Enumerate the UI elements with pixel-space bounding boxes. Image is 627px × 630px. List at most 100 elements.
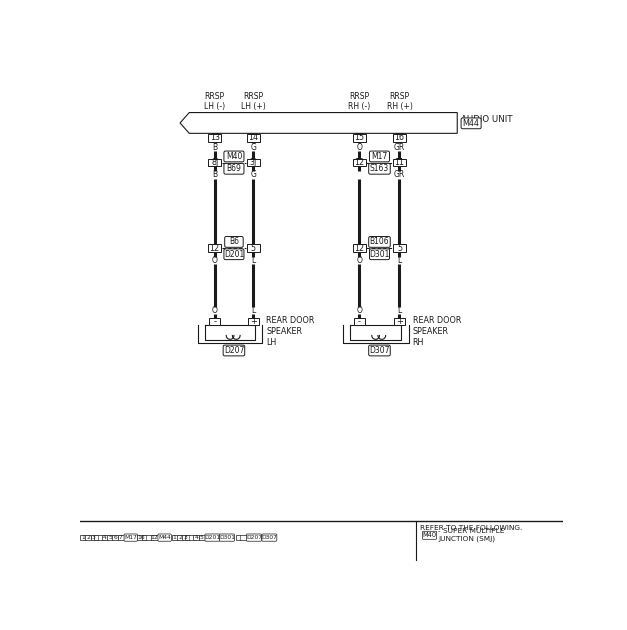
FancyBboxPatch shape: [369, 345, 390, 356]
Text: M40: M40: [226, 152, 242, 161]
Text: G: G: [250, 171, 256, 180]
Text: 1: 1: [172, 535, 177, 540]
Text: M17: M17: [371, 152, 387, 161]
Text: M44: M44: [463, 119, 480, 128]
FancyBboxPatch shape: [208, 159, 221, 166]
FancyBboxPatch shape: [137, 536, 145, 540]
Text: 12: 12: [354, 244, 364, 253]
FancyBboxPatch shape: [199, 536, 204, 540]
Text: L: L: [398, 306, 402, 315]
Text: 5: 5: [199, 535, 204, 540]
Text: GR: GR: [394, 171, 405, 180]
Text: 16: 16: [137, 535, 145, 540]
Text: -: -: [358, 317, 361, 326]
Text: D201: D201: [224, 249, 244, 259]
Text: D207: D207: [224, 346, 244, 355]
FancyBboxPatch shape: [112, 536, 119, 540]
Text: 15: 15: [354, 134, 364, 142]
FancyBboxPatch shape: [353, 159, 366, 166]
FancyBboxPatch shape: [353, 244, 366, 252]
Text: 2: 2: [87, 535, 90, 540]
FancyBboxPatch shape: [354, 318, 365, 325]
FancyBboxPatch shape: [118, 536, 124, 540]
Text: 11: 11: [394, 158, 404, 167]
Text: L: L: [251, 256, 255, 265]
Text: .: .: [261, 533, 264, 542]
Text: REAR DOOR
SPEAKER
LH: REAR DOOR SPEAKER LH: [266, 316, 315, 347]
FancyBboxPatch shape: [208, 134, 221, 142]
FancyBboxPatch shape: [142, 536, 153, 540]
FancyBboxPatch shape: [224, 249, 244, 260]
Text: O: O: [357, 256, 362, 265]
Text: 14: 14: [248, 134, 258, 142]
FancyBboxPatch shape: [224, 151, 244, 162]
Text: RRSP
RH (-): RRSP RH (-): [349, 91, 371, 111]
Text: L: L: [398, 256, 402, 265]
Text: G: G: [250, 143, 256, 152]
Text: D307: D307: [369, 346, 390, 355]
FancyBboxPatch shape: [246, 159, 260, 166]
Text: B6: B6: [229, 238, 239, 246]
Text: B: B: [212, 143, 217, 152]
FancyBboxPatch shape: [182, 536, 189, 540]
FancyBboxPatch shape: [102, 536, 108, 540]
Text: 13: 13: [209, 134, 219, 142]
Text: AUDIO UNIT: AUDIO UNIT: [461, 115, 513, 124]
FancyBboxPatch shape: [172, 536, 177, 540]
Text: M17: M17: [124, 535, 137, 540]
FancyBboxPatch shape: [177, 536, 183, 540]
FancyBboxPatch shape: [393, 244, 406, 252]
Text: GR: GR: [394, 143, 405, 152]
Text: O: O: [357, 306, 362, 315]
Text: 12: 12: [209, 244, 219, 253]
FancyBboxPatch shape: [393, 134, 406, 142]
Text: REFER TO THE FOLLOWING.: REFER TO THE FOLLOWING.: [420, 525, 523, 531]
FancyBboxPatch shape: [246, 134, 260, 142]
Text: L: L: [251, 306, 255, 315]
FancyBboxPatch shape: [394, 318, 405, 325]
Text: D307: D307: [261, 535, 277, 540]
Text: D207: D207: [246, 535, 262, 540]
Text: 6: 6: [113, 535, 117, 540]
Text: +: +: [250, 317, 256, 326]
FancyBboxPatch shape: [224, 236, 243, 248]
FancyBboxPatch shape: [393, 159, 406, 166]
FancyBboxPatch shape: [246, 534, 261, 541]
FancyBboxPatch shape: [80, 536, 86, 540]
Text: 12: 12: [150, 535, 159, 540]
Text: B: B: [212, 171, 217, 180]
Text: D301: D301: [219, 535, 235, 540]
FancyBboxPatch shape: [262, 534, 277, 541]
Text: D301: D301: [369, 249, 389, 259]
Text: 12: 12: [354, 158, 364, 167]
FancyBboxPatch shape: [246, 244, 260, 252]
Text: 5: 5: [108, 535, 112, 540]
Text: S163: S163: [370, 164, 389, 173]
FancyBboxPatch shape: [224, 163, 244, 174]
FancyBboxPatch shape: [461, 118, 481, 129]
Text: 5: 5: [251, 244, 256, 253]
Text: REAR DOOR
SPEAKER
RH: REAR DOOR SPEAKER RH: [413, 316, 461, 347]
Text: RRSP
LH (-): RRSP LH (-): [204, 91, 225, 111]
Text: M44: M44: [158, 535, 171, 540]
Text: D201: D201: [204, 535, 221, 540]
FancyBboxPatch shape: [107, 536, 113, 540]
Text: 1: 1: [81, 535, 85, 540]
Text: O: O: [357, 143, 362, 152]
FancyBboxPatch shape: [353, 134, 366, 142]
FancyBboxPatch shape: [209, 318, 220, 325]
FancyBboxPatch shape: [186, 536, 196, 540]
Text: 3: 3: [184, 535, 187, 540]
FancyBboxPatch shape: [158, 534, 171, 541]
Text: RRSP
RH (+): RRSP RH (+): [387, 91, 413, 111]
Text: 2: 2: [178, 535, 182, 540]
Text: 5: 5: [397, 244, 402, 253]
Text: O: O: [212, 256, 218, 265]
FancyBboxPatch shape: [236, 536, 247, 540]
Text: O: O: [212, 306, 218, 315]
Text: 16: 16: [394, 134, 404, 142]
Text: 3: 3: [92, 535, 96, 540]
Text: - SUPER MULTIPLE
JUNCTION (SMJ): - SUPER MULTIPLE JUNCTION (SMJ): [438, 529, 504, 542]
FancyBboxPatch shape: [205, 534, 220, 541]
FancyBboxPatch shape: [94, 536, 105, 540]
